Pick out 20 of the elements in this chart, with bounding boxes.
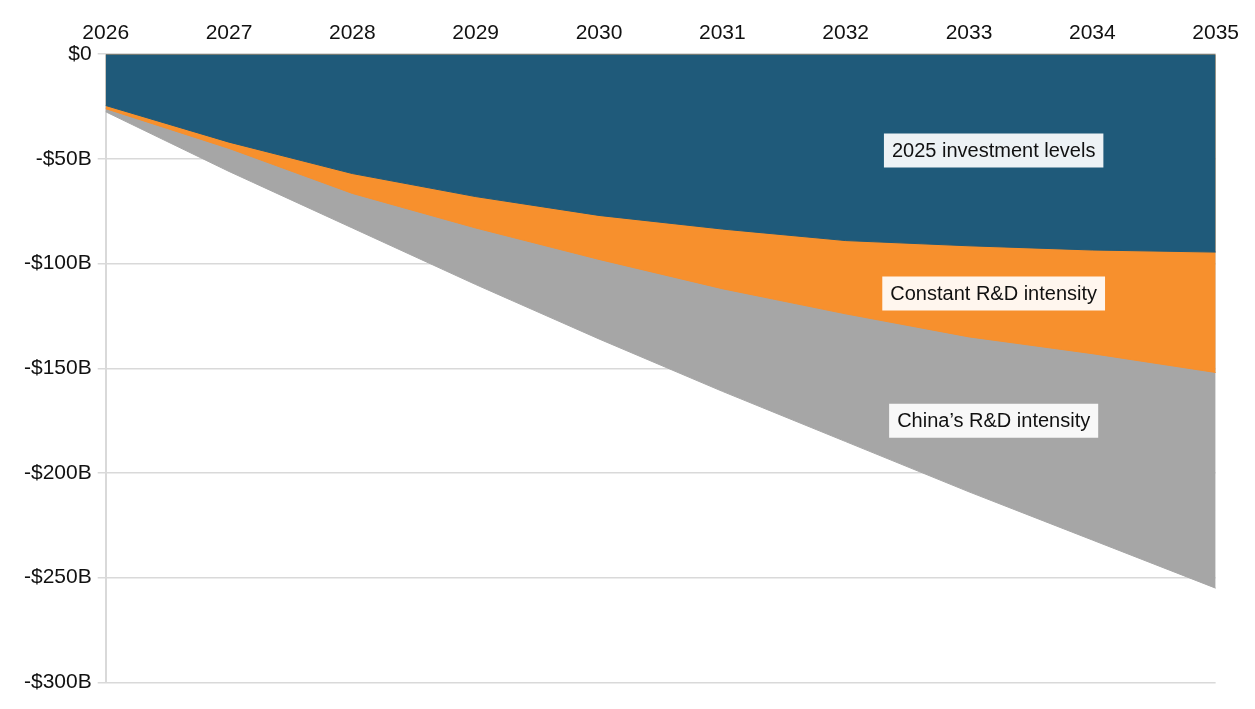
x-tick-label: 2026 [82,20,130,44]
x-tick-label: 2028 [329,20,376,44]
x-tick-label: 2035 [1192,20,1239,44]
y-tick-label: -$100B [24,250,92,274]
x-tick-label: 2034 [1068,20,1116,44]
y-tick-label: -$200B [24,459,92,483]
y-tick-label: -$300B [24,669,92,693]
x-tick-label: 2030 [575,20,623,44]
x-tick-label: 2033 [945,20,993,44]
series-label: Constant R&D intensity [890,281,1098,304]
x-tick-label: 2031 [698,20,746,44]
y-tick-label: -$50B [35,145,92,169]
y-tick-label: -$150B [24,355,92,379]
series-label: China’s R&D intensity [897,409,1091,432]
series-label: 2025 investment levels [891,138,1096,161]
y-tick-label: -$250B [24,564,92,588]
x-tick-label: 2032 [822,20,870,44]
x-tick-label: 2027 [205,20,253,44]
x-tick-label: 2029 [452,20,500,44]
y-tick-label: $0 [68,41,92,64]
